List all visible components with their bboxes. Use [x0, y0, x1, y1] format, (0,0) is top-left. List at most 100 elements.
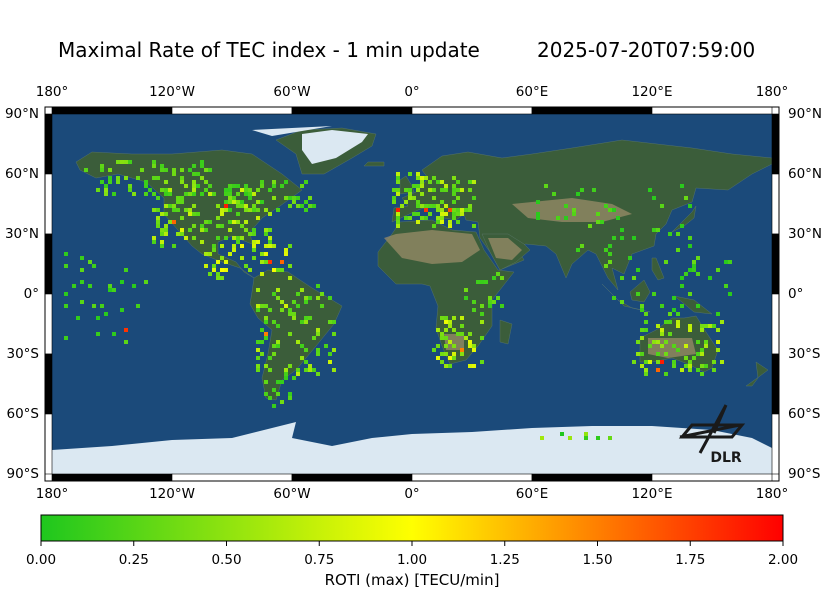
chart-title: Maximal Rate of TEC index - 1 min update — [58, 38, 480, 62]
roti-point — [664, 320, 668, 324]
roti-point — [308, 204, 312, 208]
roti-point — [444, 320, 448, 324]
roti-point — [660, 332, 664, 336]
roti-point — [256, 240, 260, 244]
roti-point — [540, 436, 544, 440]
roti-point — [320, 304, 324, 308]
roti-point — [80, 300, 84, 304]
roti-hotspot — [268, 260, 272, 264]
roti-point — [164, 212, 168, 216]
roti-point — [464, 288, 468, 292]
roti-point — [440, 208, 444, 212]
roti-point — [564, 216, 568, 220]
roti-point — [216, 236, 220, 240]
roti-point — [160, 164, 164, 168]
roti-point — [416, 200, 420, 204]
roti-point — [496, 296, 500, 300]
roti-point — [284, 304, 288, 308]
roti-point — [408, 196, 412, 200]
roti-point — [280, 184, 284, 188]
roti-point — [648, 344, 652, 348]
roti-point — [328, 352, 332, 356]
roti-point — [204, 252, 208, 256]
roti-point — [152, 160, 156, 164]
roti-point — [244, 208, 248, 212]
roti-point — [264, 336, 268, 340]
roti-point — [272, 196, 276, 200]
roti-point — [452, 208, 456, 212]
roti-point — [316, 284, 320, 288]
roti-point — [428, 180, 432, 184]
roti-point — [420, 192, 424, 196]
roti-point — [272, 320, 276, 324]
roti-point — [188, 168, 192, 172]
roti-point — [596, 220, 600, 224]
roti-point — [452, 184, 456, 188]
roti-point — [272, 352, 276, 356]
roti-point — [640, 328, 644, 332]
roti-point — [692, 268, 696, 272]
roti-point — [112, 332, 116, 336]
roti-point — [424, 204, 428, 208]
roti-point — [224, 268, 228, 272]
roti-point — [440, 188, 444, 192]
roti-point — [452, 200, 456, 204]
roti-point — [164, 188, 168, 192]
roti-point — [472, 344, 476, 348]
roti-point — [696, 368, 700, 372]
roti-point — [436, 216, 440, 220]
roti-point — [176, 196, 180, 200]
roti-point — [252, 256, 256, 260]
roti-point — [180, 216, 184, 220]
roti-point — [92, 264, 96, 268]
roti-point — [124, 176, 128, 180]
roti-point — [580, 188, 584, 192]
roti-point — [420, 204, 424, 208]
roti-point — [224, 200, 228, 204]
roti-point — [192, 180, 196, 184]
roti-point — [104, 312, 108, 316]
roti-point — [668, 332, 672, 336]
roti-point — [712, 324, 716, 328]
roti-point — [652, 340, 656, 344]
lon-tick-bottom: 120°E — [631, 486, 673, 502]
roti-point — [116, 180, 120, 184]
roti-point — [576, 248, 580, 252]
roti-point — [196, 172, 200, 176]
lat-tick-left: 60°S — [6, 406, 40, 422]
lon-tick-top: 0° — [404, 84, 420, 100]
roti-point — [644, 368, 648, 372]
roti-point — [96, 316, 100, 320]
roti-point — [188, 212, 192, 216]
roti-point — [428, 212, 432, 216]
roti-hotspot — [172, 220, 176, 224]
roti-point — [444, 188, 448, 192]
roti-hotspot — [460, 348, 464, 352]
roti-point — [244, 188, 248, 192]
roti-point — [244, 204, 248, 208]
roti-point — [464, 336, 468, 340]
roti-point — [156, 216, 160, 220]
roti-point — [688, 328, 692, 332]
roti-point — [672, 364, 676, 368]
roti-hotspot — [280, 260, 284, 264]
roti-point — [680, 184, 684, 188]
roti-point — [124, 340, 128, 344]
lon-tick-bottom: 60°E — [515, 486, 549, 502]
roti-point — [256, 208, 260, 212]
roti-point — [608, 436, 612, 440]
roti-point — [536, 200, 540, 204]
roti-point — [444, 328, 448, 332]
roti-point — [324, 344, 328, 348]
roti-point — [612, 296, 616, 300]
roti-point — [688, 204, 692, 208]
roti-point — [632, 236, 636, 240]
roti-point — [644, 328, 648, 332]
roti-point — [452, 328, 456, 332]
roti-point — [100, 304, 104, 308]
roti-point — [304, 200, 308, 204]
roti-point — [680, 304, 684, 308]
roti-point — [288, 364, 292, 368]
lon-tick-top: 60°W — [273, 84, 311, 100]
